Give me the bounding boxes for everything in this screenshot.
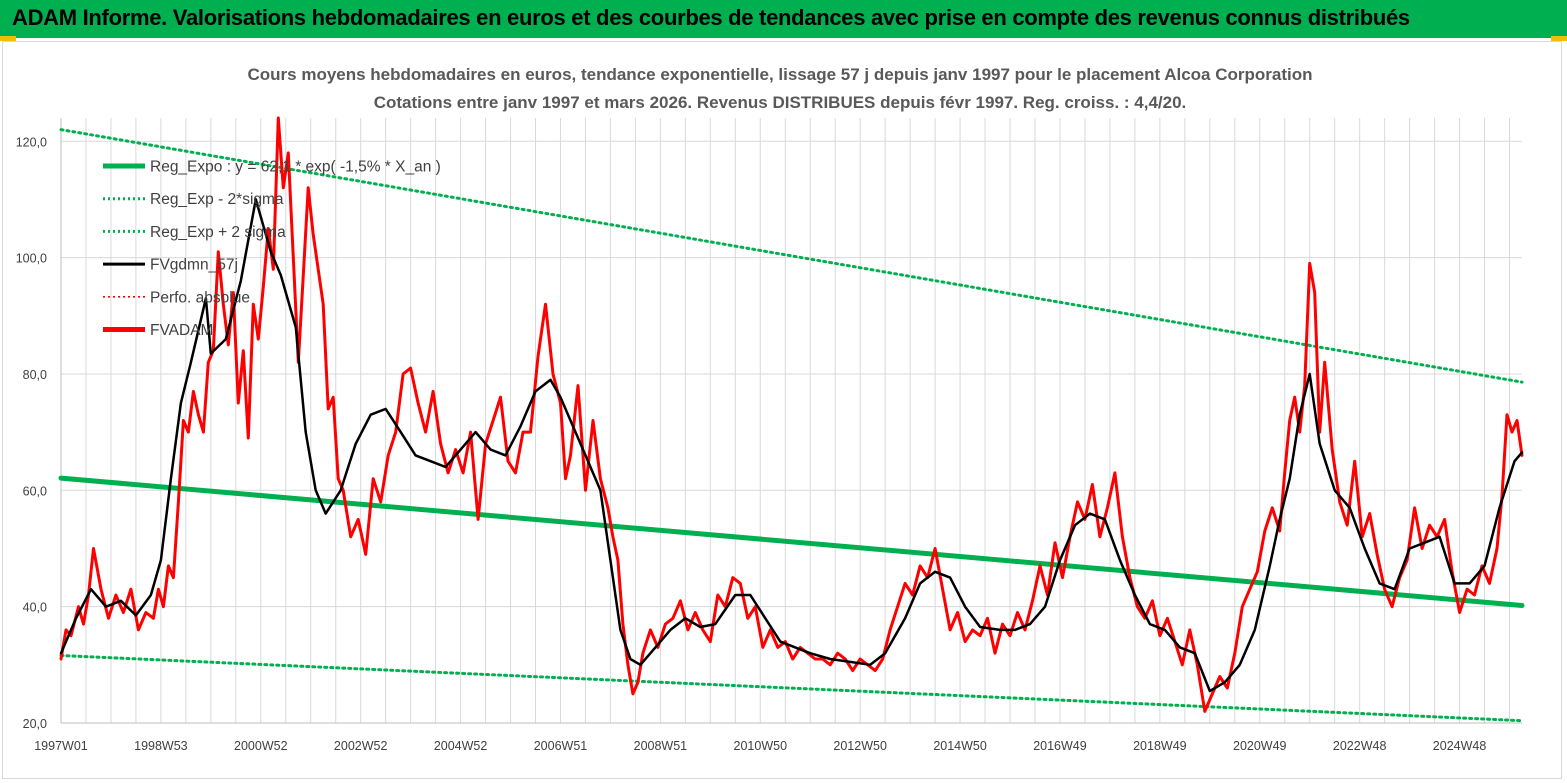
chart-title: Cours moyens hebdomadaires en euros, ten… xyxy=(247,65,1312,84)
x-tick-label: 2016W49 xyxy=(1033,739,1087,753)
x-tick-label: 2000W52 xyxy=(234,739,288,753)
x-tick-label: 2008W51 xyxy=(634,739,688,753)
legend-label: Reg_Exp - 2*sigma xyxy=(150,191,284,208)
legend-label: FVgdmn_57j xyxy=(150,257,238,274)
x-tick-label: 2024W48 xyxy=(1433,739,1487,753)
series-fvadam xyxy=(59,116,1524,713)
x-tick-label: 1998W53 xyxy=(134,739,188,753)
x-tick-label: 2006W51 xyxy=(534,739,588,753)
x-axis: 1997W01 1998W53 2000W52 2002W52 2004W52 2006W… xyxy=(34,739,1486,753)
y-tick-label: 120,0 xyxy=(16,135,47,149)
header-title: ADAM Informe. Valorisations hebdomadaire… xyxy=(12,5,1410,30)
legend-label: FVADAM xyxy=(150,322,213,339)
series-reg-expo xyxy=(58,475,1525,608)
legend-label: Reg_Exp + 2 sigma xyxy=(150,224,286,241)
y-axis: 20,0 40,0 60,0 80,0 100,0 120,0 xyxy=(16,135,47,731)
x-tick-label: 1997W01 xyxy=(34,739,88,753)
x-tick-label: 2010W50 xyxy=(734,739,788,753)
chart-subtitle: Cotations entre janv 1997 et mars 2026. … xyxy=(374,93,1187,112)
series-group xyxy=(58,116,1525,723)
banner-edge-left xyxy=(0,36,16,41)
x-tick-label: 2002W52 xyxy=(334,739,388,753)
header-banner: ADAM Informe. Valorisations hebdomadaire… xyxy=(0,0,1567,38)
series-fvgdmn-57j xyxy=(59,198,1524,693)
x-tick-label: 2018W49 xyxy=(1133,739,1187,753)
y-tick-label: 100,0 xyxy=(16,252,47,266)
x-tick-label: 2014W50 xyxy=(933,739,987,753)
legend-label: Perfo. absolue xyxy=(150,289,250,306)
x-tick-label: 2004W52 xyxy=(434,739,488,753)
y-tick-label: 60,0 xyxy=(23,484,47,498)
chart-frame xyxy=(2,41,1562,779)
y-tick-label: 40,0 xyxy=(23,601,47,615)
x-tick-label: 2022W48 xyxy=(1333,739,1387,753)
y-tick-label: 20,0 xyxy=(23,717,47,731)
series-reg-minus-2sigma xyxy=(59,654,1524,723)
series-reg-plus-2sigma xyxy=(59,128,1524,384)
legend-label: Reg_Expo : y = 62,1 * exp( -1,5% * X_an … xyxy=(150,159,441,176)
x-tick-label: 2012W50 xyxy=(833,739,887,753)
banner-edge-right xyxy=(1551,36,1567,41)
x-tick-label: 2020W49 xyxy=(1233,739,1287,753)
gridlines xyxy=(60,118,1522,724)
y-tick-label: 80,0 xyxy=(23,368,47,382)
legend: Reg_Expo : y = 62,1 * exp( -1,5% * X_an … xyxy=(103,159,441,339)
